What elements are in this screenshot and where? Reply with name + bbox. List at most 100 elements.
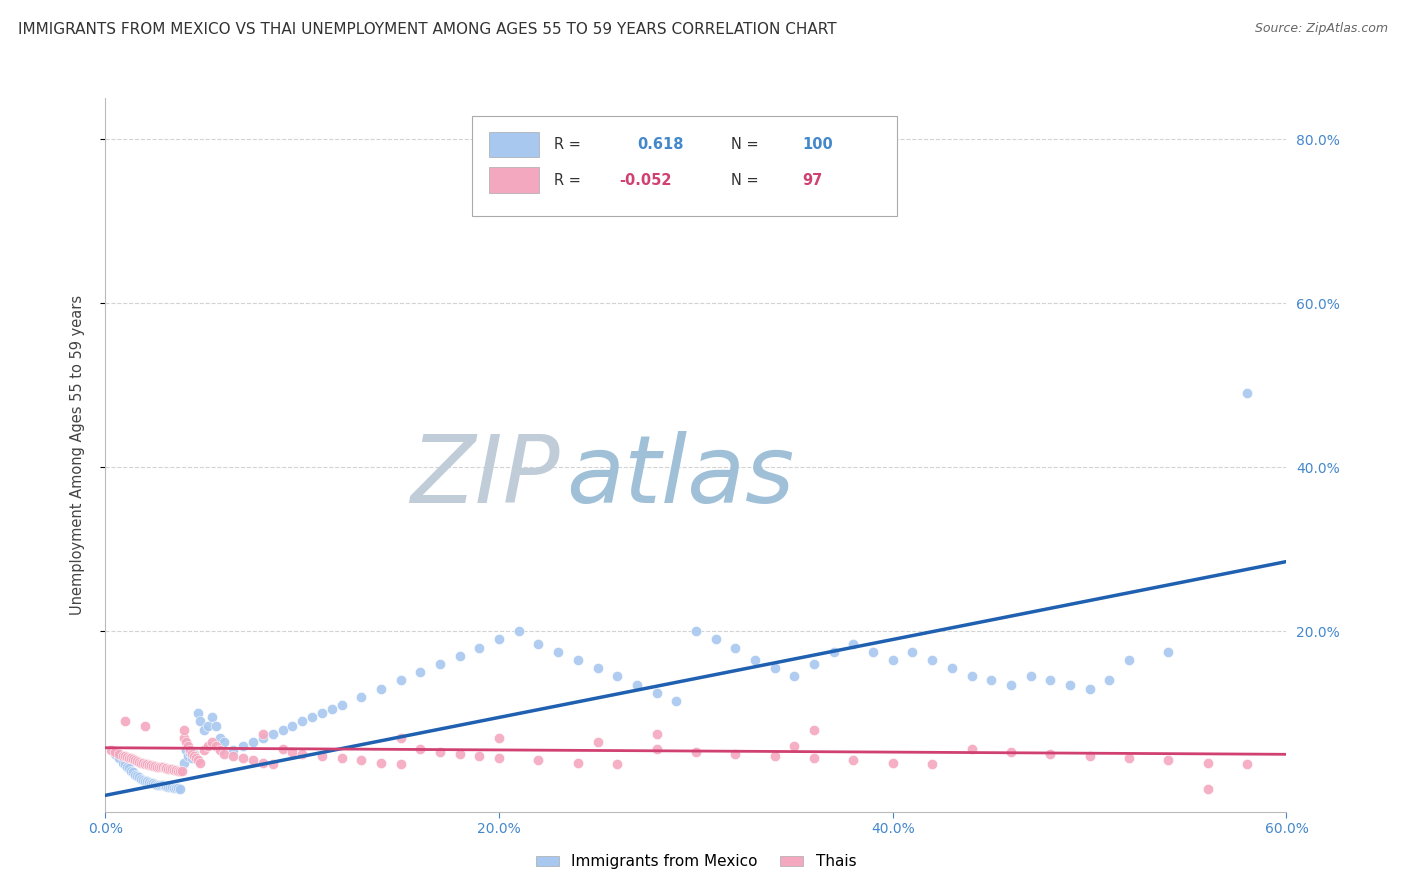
Point bbox=[1039, 747, 1062, 762]
Point bbox=[262, 727, 284, 741]
Point bbox=[148, 778, 170, 792]
Point bbox=[704, 632, 727, 647]
Point bbox=[685, 745, 707, 759]
Text: 0.618: 0.618 bbox=[637, 137, 683, 152]
Point bbox=[281, 745, 304, 759]
Point bbox=[204, 739, 226, 753]
Point bbox=[208, 743, 231, 757]
Point bbox=[626, 677, 648, 691]
FancyBboxPatch shape bbox=[489, 132, 538, 157]
Point bbox=[449, 648, 471, 663]
Point bbox=[187, 753, 209, 767]
Point bbox=[321, 702, 343, 716]
Point bbox=[201, 710, 224, 724]
Point bbox=[159, 780, 181, 794]
Point bbox=[208, 731, 231, 745]
Point bbox=[232, 751, 254, 765]
Point bbox=[941, 661, 963, 675]
Point bbox=[311, 706, 333, 721]
Text: 97: 97 bbox=[803, 173, 823, 187]
Point bbox=[1000, 745, 1022, 759]
Point bbox=[606, 757, 628, 772]
FancyBboxPatch shape bbox=[489, 168, 538, 193]
Point bbox=[330, 698, 353, 712]
FancyBboxPatch shape bbox=[471, 116, 897, 216]
Y-axis label: Unemployment Among Ages 55 to 59 years: Unemployment Among Ages 55 to 59 years bbox=[70, 295, 84, 615]
Point bbox=[115, 759, 138, 773]
Point bbox=[172, 764, 194, 778]
Point bbox=[174, 735, 197, 749]
Point bbox=[181, 747, 204, 762]
Point bbox=[155, 779, 177, 793]
Point bbox=[173, 731, 195, 745]
Point bbox=[350, 690, 373, 704]
Point bbox=[389, 673, 412, 688]
Point bbox=[112, 748, 135, 763]
Point bbox=[179, 743, 201, 757]
Point bbox=[862, 645, 884, 659]
Point bbox=[468, 640, 491, 655]
Point bbox=[921, 653, 943, 667]
Point bbox=[124, 768, 146, 782]
Point bbox=[143, 759, 166, 773]
Point bbox=[165, 780, 187, 795]
Point bbox=[488, 632, 510, 647]
Point bbox=[724, 640, 747, 655]
Point bbox=[134, 773, 156, 788]
Point bbox=[183, 748, 205, 763]
Point bbox=[271, 723, 294, 737]
Point bbox=[162, 762, 184, 776]
Point bbox=[262, 757, 284, 772]
Text: 100: 100 bbox=[803, 137, 832, 152]
Point bbox=[120, 751, 142, 765]
Point bbox=[163, 763, 186, 777]
Text: R =: R = bbox=[554, 173, 581, 187]
Point bbox=[1157, 753, 1180, 767]
Point bbox=[409, 665, 432, 680]
Point bbox=[763, 661, 786, 675]
Point bbox=[129, 772, 152, 786]
Point bbox=[1078, 748, 1101, 763]
Point bbox=[330, 751, 353, 765]
Point bbox=[1059, 677, 1081, 691]
Point bbox=[1236, 757, 1258, 772]
Point bbox=[108, 747, 131, 762]
Point bbox=[179, 746, 201, 760]
Point bbox=[527, 636, 550, 650]
Point bbox=[181, 751, 204, 765]
Point bbox=[567, 653, 589, 667]
Point bbox=[120, 764, 142, 778]
Text: -0.052: -0.052 bbox=[619, 173, 672, 187]
Point bbox=[449, 747, 471, 762]
Point bbox=[429, 745, 451, 759]
Point bbox=[184, 751, 207, 765]
Point bbox=[122, 752, 145, 766]
Point bbox=[1118, 653, 1140, 667]
Point bbox=[138, 758, 160, 772]
Point bbox=[783, 739, 806, 753]
Point bbox=[139, 776, 162, 790]
Point bbox=[135, 774, 157, 789]
Point bbox=[232, 739, 254, 753]
Point bbox=[174, 743, 197, 757]
Point bbox=[586, 661, 609, 675]
Point bbox=[409, 742, 432, 756]
Point bbox=[162, 780, 184, 794]
Point bbox=[108, 751, 131, 765]
Point bbox=[1157, 645, 1180, 659]
Point bbox=[135, 757, 157, 772]
Point bbox=[803, 751, 825, 765]
Text: N =: N = bbox=[731, 137, 759, 152]
Point bbox=[152, 760, 174, 774]
Point bbox=[882, 653, 904, 667]
Point bbox=[429, 657, 451, 671]
Point bbox=[128, 770, 150, 784]
Point bbox=[222, 743, 245, 757]
Point bbox=[271, 742, 294, 756]
Point bbox=[252, 731, 274, 745]
Text: IMMIGRANTS FROM MEXICO VS THAI UNEMPLOYMENT AMONG AGES 55 TO 59 YEARS CORRELATIO: IMMIGRANTS FROM MEXICO VS THAI UNEMPLOYM… bbox=[18, 22, 837, 37]
Text: Source: ZipAtlas.com: Source: ZipAtlas.com bbox=[1254, 22, 1388, 36]
Point bbox=[132, 756, 155, 771]
Point bbox=[104, 747, 127, 762]
Point bbox=[488, 731, 510, 745]
